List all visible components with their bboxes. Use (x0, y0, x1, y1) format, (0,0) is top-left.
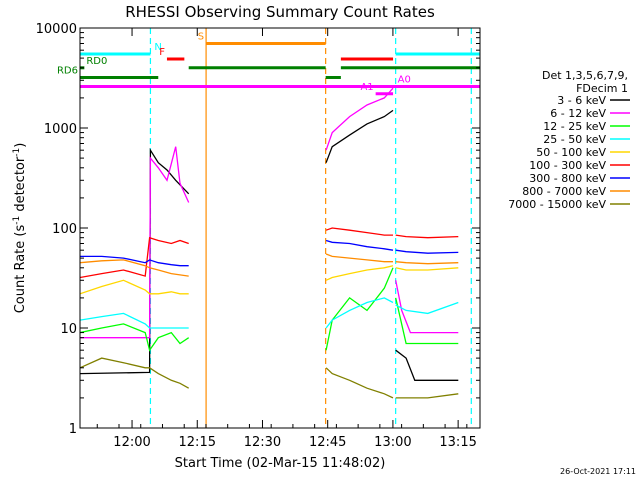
y-tick-label: 10 (60, 322, 77, 337)
y-tick-label: 100 (52, 222, 77, 237)
state-bar-label: A1 (360, 82, 373, 93)
y-tick-label: 1000 (44, 122, 77, 137)
y-tick-label: 1 (69, 422, 77, 437)
legend-entry-label: 100 - 300 keV (529, 159, 606, 172)
series-line (80, 265, 459, 295)
y-tick-label: 10000 (36, 22, 77, 37)
legend-entry-label: 12 - 25 keV (543, 120, 606, 133)
legend-header: FDecim 1 (576, 82, 628, 95)
legend-header: Det 1,3,5,6,7,9, (542, 69, 628, 82)
series-line (80, 357, 459, 399)
legend-entry-label: 6 - 12 keV (550, 107, 606, 120)
x-tick-label: 13:15 (439, 435, 476, 450)
series-line (80, 297, 459, 329)
series-line (80, 267, 459, 352)
x-tick-label: 12:30 (244, 435, 281, 450)
legend-entry-label: 7000 - 15000 keV (508, 198, 606, 211)
state-bar-label: A0 (398, 75, 411, 86)
x-tick-label: 12:00 (113, 435, 150, 450)
series-line (80, 227, 459, 279)
x-tick-label: 12:15 (179, 435, 216, 450)
chart-title: RHESSI Observing Summary Count Rates (125, 3, 435, 21)
legend-entry-label: 50 - 100 keV (536, 146, 606, 159)
generation-timestamp: 26-Oct-2021 17:11 (560, 467, 636, 476)
state-bar-label: RD0 (86, 56, 107, 67)
x-tick-label: 13:00 (374, 435, 411, 450)
series-line (80, 253, 459, 277)
legend-entry-label: 3 - 6 keV (557, 94, 606, 107)
legend-entry-label: 300 - 800 keV (529, 172, 606, 185)
series-line (80, 109, 459, 381)
state-bar-label: S (198, 31, 204, 42)
state-bar-label: F (159, 47, 165, 58)
state-bar-label: N (154, 42, 161, 53)
state-bar-label: RD6 (57, 65, 78, 76)
y-axis-label: Count Rate (s-1 detector-1) (12, 143, 28, 314)
series-line (80, 239, 459, 267)
legend-entry-label: 800 - 7000 keV (522, 185, 606, 198)
legend-entry-label: 25 - 50 keV (543, 133, 606, 146)
x-tick-label: 12:45 (309, 435, 346, 450)
series-line (80, 87, 459, 339)
x-axis-label: Start Time (02-Mar-15 11:48:02) (175, 456, 386, 471)
